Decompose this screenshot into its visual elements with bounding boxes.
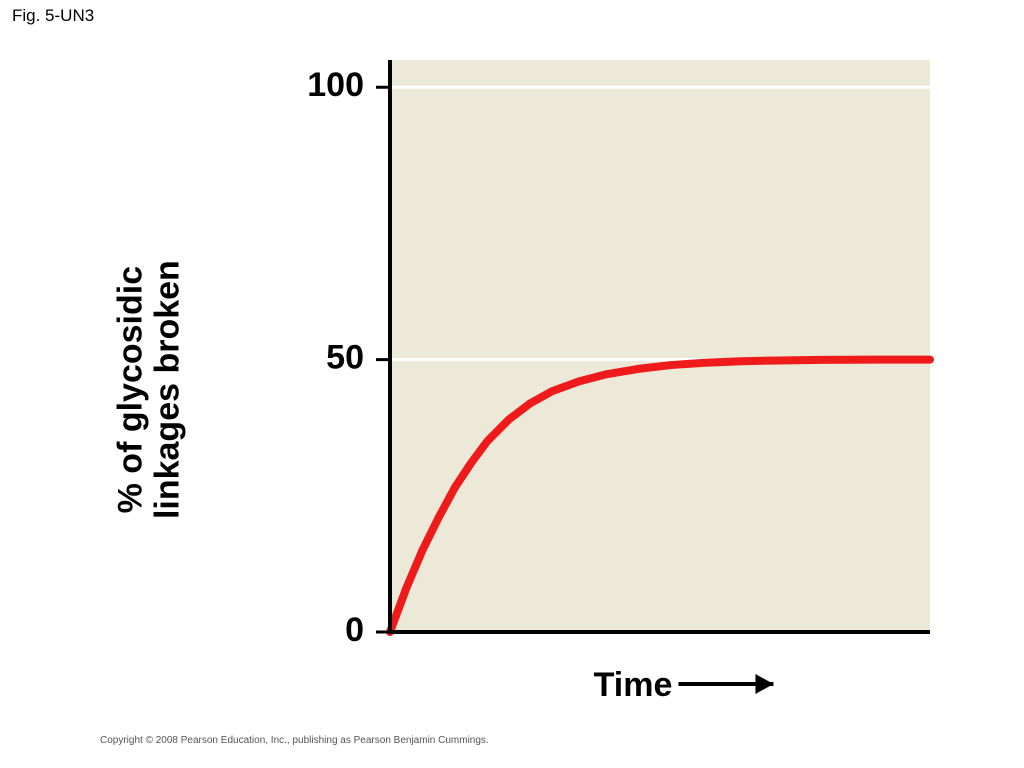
y-tick-label: 0 — [345, 611, 364, 649]
x-axis-label: Time — [594, 666, 673, 704]
chart-svg: 0 50 100 % of glycosidiclinkages broken Time — [100, 30, 940, 730]
y-tick-label: 100 — [307, 66, 364, 104]
copyright-text: Copyright © 2008 Pearson Education, Inc.… — [100, 735, 489, 746]
y-tick-label: 50 — [326, 339, 364, 377]
y-axis-label: % of glycosidiclinkages broken — [111, 260, 186, 519]
page: Fig. 5-UN3 0 50 100 % of glycosidiclinkages… — [0, 0, 1024, 768]
chart-container: 0 50 100 % of glycosidiclinkages broken Time — [100, 30, 940, 730]
x-arrow-head — [755, 674, 773, 694]
plot-background — [390, 60, 930, 632]
figure-label: Fig. 5-UN3 — [12, 6, 94, 26]
